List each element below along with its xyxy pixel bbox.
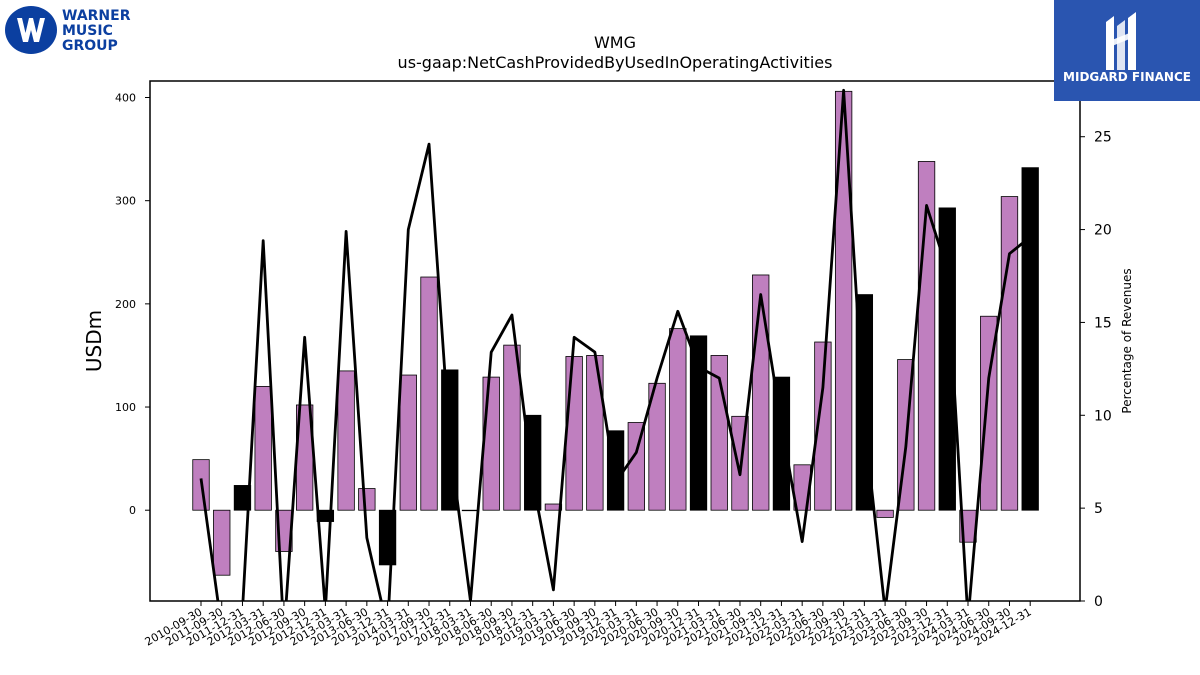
midgard-finance-logo: MIDGARD FINANCE (1054, 0, 1200, 101)
bar (876, 509, 894, 518)
y2-tick-label: 25 (1094, 130, 1112, 146)
bar (669, 328, 687, 511)
midgard-emblem-icon (1106, 12, 1136, 70)
bar (420, 276, 438, 511)
bar (814, 341, 832, 511)
y-tick-label: 0 (129, 504, 136, 517)
warner-music-group-logo: WARNER MUSIC GROUP (4, 4, 144, 56)
bar (1000, 196, 1019, 511)
bar (752, 274, 770, 511)
y-tick-label: 200 (115, 298, 136, 311)
bar (772, 376, 791, 511)
bar (358, 488, 376, 511)
chart-title: WMG (594, 33, 636, 52)
y2-tick-label: 20 (1094, 223, 1112, 239)
plot-frame (149, 80, 1081, 602)
y-axis-label: USDm (82, 310, 106, 372)
midgard-logo-text: MIDGARD FINANCE (1063, 70, 1191, 84)
bar (461, 509, 480, 512)
y2-tick-label: 10 (1094, 408, 1112, 424)
bar (233, 485, 252, 511)
bar (503, 344, 521, 511)
y2-tick-label: 0 (1094, 594, 1103, 610)
y-tick-label: 400 (115, 92, 136, 105)
bar (544, 503, 563, 511)
y2-tick-label: 15 (1094, 315, 1112, 331)
bar (337, 370, 355, 511)
wmg-logo-line-2: MUSIC (62, 23, 113, 39)
y2-tick-label: 5 (1094, 501, 1103, 517)
y-tick-label: 100 (115, 401, 136, 414)
wmg-logo-line-3: GROUP (62, 38, 118, 54)
chart-subtitle: us-gaap:NetCashProvidedByUsedInOperating… (398, 53, 833, 72)
y-tick-label: 300 (115, 195, 136, 208)
bar (689, 335, 708, 511)
bar (980, 315, 998, 511)
bar (399, 374, 417, 511)
bar (254, 385, 272, 511)
bar (938, 207, 956, 511)
bar (586, 355, 604, 511)
percentage-line (199, 88, 1032, 601)
bar (482, 376, 500, 511)
bar (213, 509, 231, 576)
wmg-logo-line-1: WARNER (62, 8, 131, 24)
y2-axis-label: Percentage of Revenues (1120, 268, 1134, 413)
bar (565, 356, 583, 511)
bar (1021, 167, 1039, 511)
